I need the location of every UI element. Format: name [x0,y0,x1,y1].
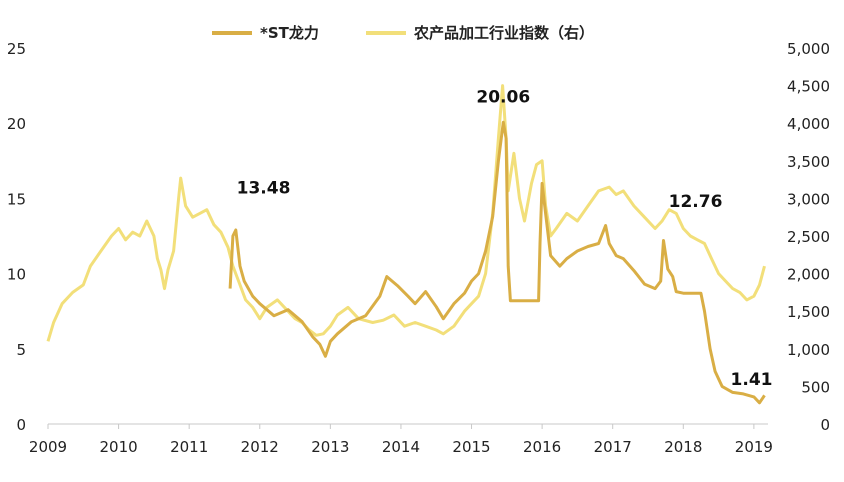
x-tick-label-4: 2013 [311,438,349,456]
x-tick-label-0: 2009 [29,438,67,456]
series-line-1 [46,84,766,342]
annotation-label-2: 12.76 [669,192,723,212]
x-tick-label-7: 2016 [523,438,561,456]
x-tick-label-3: 2012 [241,438,279,456]
y-left-tick-label-4: 20 [7,115,26,133]
y-left-tick-label-0: 0 [16,416,26,434]
y-right-tick-label-2: 1,000 [787,341,830,359]
annotations: 13.48 20.06 12.76 1.41 [237,87,773,389]
annotation-label-1: 20.06 [476,87,530,107]
y-right-ticks: 0 500 1,000 1,500 2,000 2,500 3,000 3,500 4,000 4… [787,40,830,434]
y-right-tick-label-4: 2,000 [787,266,830,284]
x-tick-label-6: 2015 [452,438,490,456]
y-right-tick-label-5: 2,500 [787,228,830,246]
y-right-tick-label-9: 4,500 [787,78,830,96]
y-right-tick-label-10: 5,000 [787,40,830,58]
x-ticks: 2009 2010 2011 2012 2013 2014 2015 2016 2017 2018… [29,424,773,456]
x-tick-label-10: 2019 [735,438,773,456]
y-right-tick-label-8: 4,000 [787,115,830,133]
annotation-label-3: 1.41 [731,370,773,390]
x-tick-label-8: 2017 [594,438,632,456]
x-tick-label-2: 2011 [170,438,208,456]
y-left-ticks: 0 5 10 15 20 25 [7,40,26,434]
y-right-tick-label-0: 0 [820,416,830,434]
y-left-tick-label-2: 10 [7,266,26,284]
x-tick-label-5: 2014 [382,438,420,456]
y-right-tick-label-6: 3,000 [787,190,830,208]
y-right-tick-label-7: 3,500 [787,153,830,171]
x-tick-label-9: 2018 [664,438,702,456]
series-line-0 [228,120,766,405]
y-left-tick-label-3: 15 [7,190,26,208]
y-right-tick-label-3: 1,500 [787,303,830,321]
y-left-tick-label-5: 25 [7,40,26,58]
legend-label-series-1: 农产品加工行业指数（右） [413,24,594,42]
x-tick-label-1: 2010 [99,438,137,456]
series-layer [46,84,766,405]
legend: *ST龙力 农产品加工行业指数（右） [212,24,594,42]
y-right-tick-label-1: 500 [801,378,830,396]
legend-label-series-0: *ST龙力 [260,24,319,42]
y-left-tick-label-1: 5 [16,341,26,359]
annotation-label-0: 13.48 [237,178,291,198]
